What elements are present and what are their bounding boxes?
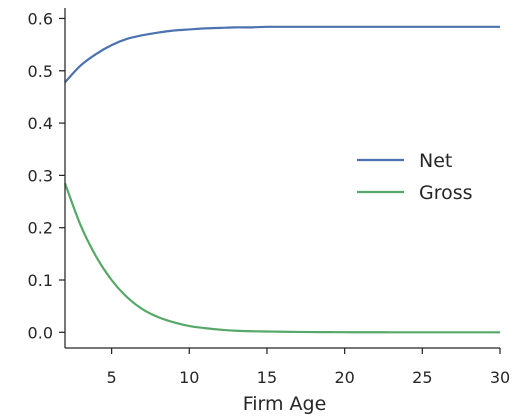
x-axis-ticks: 5 10 15 20 25 30 [107,348,510,387]
x-tick-label: 10 [179,368,199,387]
y-tick-label: 0.2 [28,219,53,238]
x-tick-label: 25 [412,368,432,387]
series-line-gross [63,182,500,334]
y-tick-label: 0.4 [28,114,53,133]
series-line-net [64,25,500,84]
legend-label-net: Net [419,150,452,172]
y-tick-label: 0.5 [28,62,53,81]
x-tick-label: 20 [334,368,354,387]
legend: Net Gross [357,150,473,204]
y-tick-label: 0.6 [28,9,53,28]
x-tick-label: 30 [490,368,510,387]
y-axis-ticks: 0.0 0.1 0.2 0.3 0.4 0.5 0.6 [28,9,65,342]
y-tick-label: 0.1 [28,271,53,290]
x-tick-label: 15 [257,368,277,387]
series-layer [63,25,500,334]
x-axis-label: Firm Age [243,393,327,415]
axes-layer: 0.0 0.1 0.2 0.3 0.4 0.5 0.6 5 10 15 20 25 30 Firm A… [28,8,510,415]
y-tick-label: 0.0 [28,323,53,342]
legend-label-gross: Gross [419,182,473,204]
x-tick-label: 5 [107,368,117,387]
y-tick-label: 0.3 [28,166,53,185]
